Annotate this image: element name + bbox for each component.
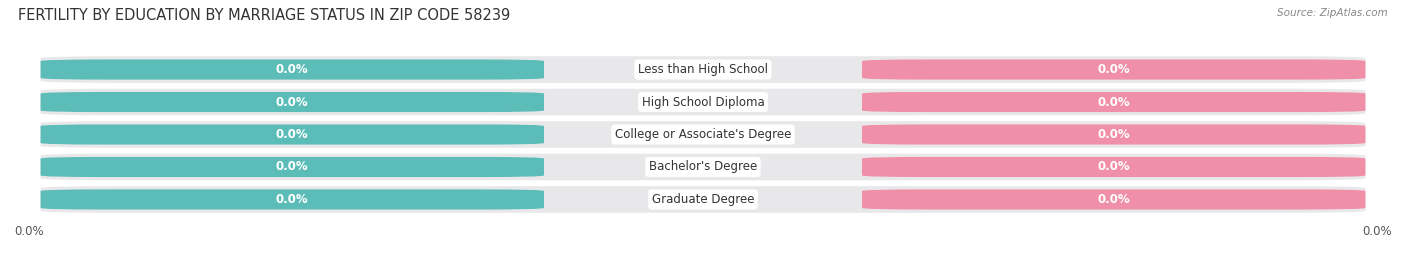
Text: 0.0%: 0.0%	[276, 161, 308, 174]
FancyBboxPatch shape	[41, 56, 1365, 83]
Text: 0.0%: 0.0%	[276, 63, 308, 76]
FancyBboxPatch shape	[41, 59, 544, 80]
Text: High School Diploma: High School Diploma	[641, 95, 765, 108]
FancyBboxPatch shape	[41, 189, 544, 210]
FancyBboxPatch shape	[41, 157, 544, 177]
Text: 0.0%: 0.0%	[1362, 225, 1392, 238]
FancyBboxPatch shape	[41, 154, 1365, 180]
Text: Source: ZipAtlas.com: Source: ZipAtlas.com	[1277, 8, 1388, 18]
FancyBboxPatch shape	[862, 59, 1365, 80]
Text: 0.0%: 0.0%	[1098, 193, 1130, 206]
Text: 0.0%: 0.0%	[1098, 95, 1130, 108]
Text: 0.0%: 0.0%	[276, 128, 308, 141]
Text: College or Associate's Degree: College or Associate's Degree	[614, 128, 792, 141]
Text: 0.0%: 0.0%	[1098, 128, 1130, 141]
Text: 0.0%: 0.0%	[1098, 161, 1130, 174]
FancyBboxPatch shape	[41, 186, 1365, 213]
FancyBboxPatch shape	[41, 121, 1365, 148]
FancyBboxPatch shape	[41, 92, 544, 112]
Text: FERTILITY BY EDUCATION BY MARRIAGE STATUS IN ZIP CODE 58239: FERTILITY BY EDUCATION BY MARRIAGE STATU…	[18, 8, 510, 23]
Text: 0.0%: 0.0%	[1098, 63, 1130, 76]
FancyBboxPatch shape	[862, 157, 1365, 177]
Text: 0.0%: 0.0%	[276, 193, 308, 206]
Text: Graduate Degree: Graduate Degree	[652, 193, 754, 206]
FancyBboxPatch shape	[862, 92, 1365, 112]
Text: Less than High School: Less than High School	[638, 63, 768, 76]
FancyBboxPatch shape	[862, 125, 1365, 144]
FancyBboxPatch shape	[41, 89, 1365, 115]
Text: Bachelor's Degree: Bachelor's Degree	[650, 161, 756, 174]
Text: 0.0%: 0.0%	[14, 225, 44, 238]
FancyBboxPatch shape	[41, 125, 544, 144]
FancyBboxPatch shape	[862, 189, 1365, 210]
Text: 0.0%: 0.0%	[276, 95, 308, 108]
